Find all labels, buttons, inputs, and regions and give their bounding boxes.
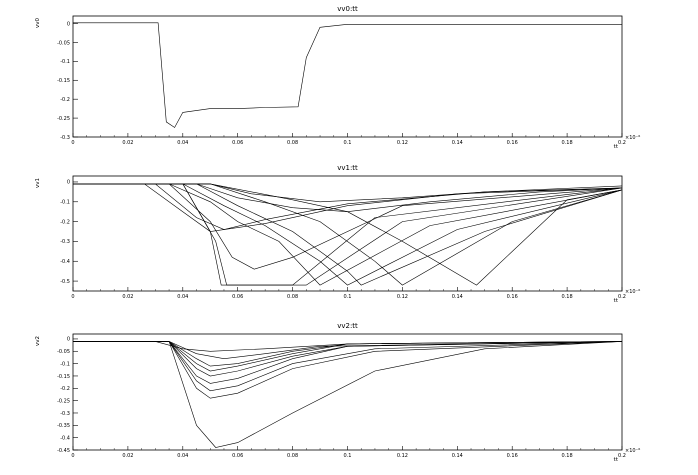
y-tick-label: -0.25 <box>57 398 70 404</box>
y-tick-label: 0 <box>67 337 70 343</box>
x-tick-label: 0.18 <box>562 140 573 146</box>
x-tick-label: 0.02 <box>122 453 133 459</box>
x-axis-label: tt <box>614 144 619 150</box>
y-tick-label: -0.1 <box>60 59 70 65</box>
chart-panel-1: vv1:tt vv1 tt ×10⁻⁶ 0 0.02 0.04 0.06 0.08 0.1 0.12… <box>35 164 640 304</box>
y-axis-label: vv0 <box>35 18 41 29</box>
y-tick-label: -0.4 <box>60 259 70 265</box>
y-tick-label: -0.25 <box>57 116 70 122</box>
series-line-1 <box>73 341 622 399</box>
y-tick-label: -0.3 <box>60 239 70 245</box>
x-tick-label: 0.08 <box>287 294 298 300</box>
plot-frame <box>72 175 623 292</box>
series-line-11 <box>73 183 622 203</box>
x-tick-label: 0.16 <box>507 453 518 459</box>
series-line-8 <box>73 183 622 286</box>
series-line-2 <box>73 183 622 270</box>
y-tick-label: -0.15 <box>57 78 70 84</box>
series-line-8 <box>73 341 622 352</box>
series-line-6 <box>73 183 622 286</box>
y-axis-label: vv2 <box>35 336 41 346</box>
plot-frame <box>72 333 623 451</box>
series-line-0 <box>73 183 622 232</box>
y-tick-label: -0.2 <box>60 219 70 225</box>
series-group <box>73 22 622 128</box>
x-tick-label: 0.14 <box>452 453 463 459</box>
x-tick-label: 0.18 <box>562 453 573 459</box>
y-tick-label: -0.1 <box>60 200 70 206</box>
y-tick-label: -0.5 <box>60 279 70 285</box>
y-axis-label: vv1 <box>35 178 41 188</box>
series-line-0 <box>73 341 622 448</box>
x-tick-label: 0.14 <box>452 294 463 300</box>
series-line-4 <box>73 341 622 377</box>
y-tick-label: -0.3 <box>60 411 70 417</box>
x-tick-label: 0 <box>71 140 74 146</box>
y-tick-label: -0.05 <box>57 40 70 46</box>
x-tick-label: 0.08 <box>287 453 298 459</box>
series-line-5 <box>73 183 622 286</box>
series-line-7 <box>73 183 622 286</box>
x-tick-label: 0.06 <box>232 453 243 459</box>
y-tick-label: -0.2 <box>60 97 70 103</box>
chart-panel-2: vv2:tt vv2 tt ×10⁻⁶ 0 0.02 0.04 0.06 0.08 0.1 0.12… <box>35 322 640 463</box>
series-group <box>73 341 622 448</box>
x-tick-label: 0.02 <box>122 140 133 146</box>
y-tick-label: -0.2 <box>60 386 70 392</box>
x-tick-label: 0.02 <box>122 294 133 300</box>
x-axis-label: tt <box>614 298 619 304</box>
x-tick-label: 0.04 <box>177 294 188 300</box>
x-tick-label: 0.2 <box>618 294 626 300</box>
series-line-7 <box>73 341 622 360</box>
y-tick-label: -0.1 <box>60 361 70 367</box>
x-tick-label: 0.08 <box>287 140 298 146</box>
series-line-5 <box>73 341 622 372</box>
x-tick-label: 0.1 <box>344 453 352 459</box>
x-axis-multiplier: ×10⁻⁶ <box>625 448 640 454</box>
y-tick-label: -0.45 <box>57 448 70 454</box>
x-tick-label: 0.16 <box>507 294 518 300</box>
chart-title: vv1:tt <box>337 164 358 172</box>
x-tick-label: 0.04 <box>177 453 188 459</box>
x-tick-label: 0.06 <box>232 294 243 300</box>
y-tick-label: 0 <box>67 21 70 27</box>
x-tick-label: 0.16 <box>507 140 518 146</box>
x-tick-label: 0.06 <box>232 140 243 146</box>
x-tick-label: 0.12 <box>397 453 408 459</box>
chart-title: vv0:tt <box>337 5 358 13</box>
chart-title: vv2:tt <box>337 322 358 330</box>
x-tick-label: 0.2 <box>618 453 626 459</box>
series-line-6 <box>73 341 622 367</box>
y-tick-label: 0 <box>67 180 70 186</box>
y-tick-label: -0.35 <box>57 423 70 429</box>
x-tick-label: 0.14 <box>452 140 463 146</box>
y-tick-label: -0.05 <box>57 349 70 355</box>
series-line-2 <box>73 341 622 392</box>
x-tick-label: 0 <box>71 453 74 459</box>
x-axis-label: tt <box>614 457 619 463</box>
series-line-1 <box>73 183 622 230</box>
x-tick-label: 0.12 <box>397 294 408 300</box>
y-tick-label: -0.15 <box>57 374 70 380</box>
series-line-4 <box>73 183 622 286</box>
x-tick-label: 0.1 <box>344 294 352 300</box>
series-line-0 <box>73 22 622 128</box>
series-line-3 <box>73 341 622 384</box>
x-tick-label: 0.2 <box>618 140 626 146</box>
x-tick-label: 0.1 <box>344 140 352 146</box>
plot-frame <box>72 15 623 138</box>
x-tick-label: 0.18 <box>562 294 573 300</box>
x-tick-label: 0.04 <box>177 140 188 146</box>
x-tick-label: 0.12 <box>397 140 408 146</box>
y-tick-label: -0.4 <box>60 435 70 441</box>
x-tick-label: 0 <box>71 294 74 300</box>
chart-panel-0: vv0:tt vv0 tt ×10⁻⁶ 0 0.02 0.04 0.06 0.08 0.1 0.12… <box>35 5 640 150</box>
series-line-10 <box>73 183 622 213</box>
x-axis-multiplier: ×10⁻⁶ <box>625 289 640 295</box>
series-line-9 <box>73 183 622 286</box>
y-tick-label: -0.3 <box>60 135 70 141</box>
series-group <box>73 183 622 286</box>
x-axis-multiplier: ×10⁻⁶ <box>625 135 640 141</box>
